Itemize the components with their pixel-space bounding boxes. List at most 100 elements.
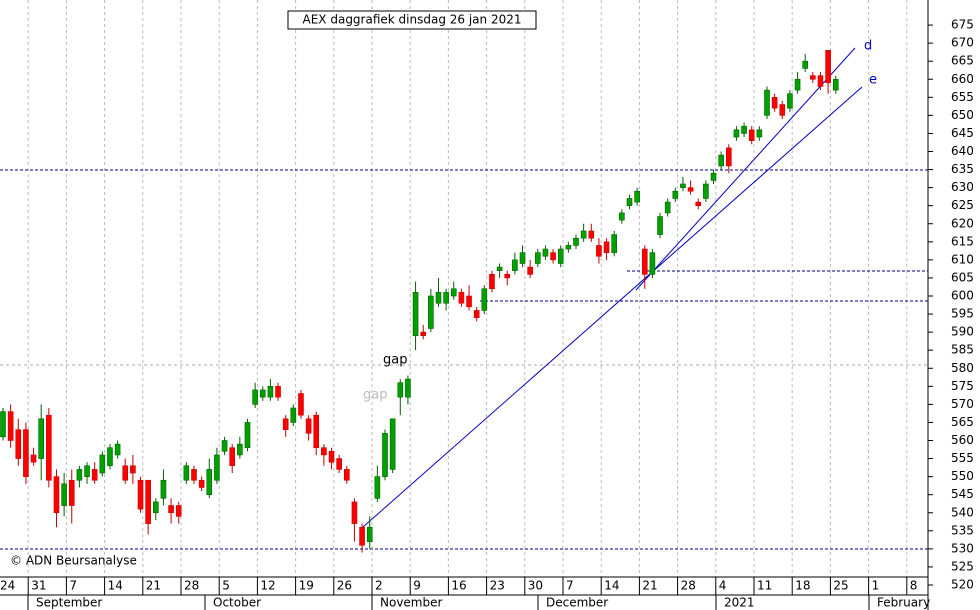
y-tick-label: 660: [951, 72, 974, 86]
x-tick-label: 30: [528, 579, 543, 593]
candle-body: [588, 230, 595, 239]
x-tick-label: 11: [757, 579, 772, 593]
annotation: gap: [383, 353, 407, 368]
candle-body: [519, 252, 526, 264]
candle-body: [573, 237, 579, 246]
y-tick-label: 655: [951, 90, 974, 104]
y-tick-label: 645: [951, 126, 974, 140]
y-tick-label: 550: [951, 469, 974, 483]
candle-body: [191, 469, 197, 481]
candle-body: [0, 411, 6, 438]
x-tick-label: 19: [299, 579, 314, 593]
candle-body: [183, 465, 190, 481]
y-tick-label: 530: [951, 541, 974, 555]
candle-body: [672, 190, 679, 199]
y-tick-label: 665: [951, 54, 974, 68]
candle-body: [168, 505, 174, 514]
candle-body: [832, 78, 839, 91]
candle-body: [175, 505, 182, 517]
y-tick-label: 560: [951, 433, 974, 447]
candle-body: [542, 248, 549, 257]
y-tick-label: 625: [951, 198, 974, 212]
candle-body: [389, 418, 396, 470]
candle-body: [244, 422, 251, 449]
candle-body: [275, 386, 281, 398]
candle-body: [748, 129, 755, 141]
x-tick-label: 1: [872, 579, 880, 593]
x-tick-label: 23: [490, 579, 505, 593]
candle-body: [412, 292, 419, 337]
candle-body: [99, 454, 106, 474]
candle-body: [252, 389, 258, 405]
candle-body: [428, 295, 434, 329]
y-tick-label: 620: [951, 216, 974, 230]
x-tick-label: 25: [833, 579, 848, 593]
copyright: © ADN Beursanalyse: [10, 554, 137, 568]
grid: [27, 0, 908, 577]
candle-body: [76, 469, 83, 481]
candle-body: [7, 411, 14, 441]
candle-body: [443, 292, 449, 304]
annotation: gap: [363, 388, 387, 403]
candle-body: [725, 147, 732, 167]
candle-body: [710, 172, 717, 181]
candle-body: [130, 465, 136, 474]
candle-body: [611, 234, 618, 253]
y-tick-label: 575: [951, 379, 974, 393]
x-tick-label: 5: [222, 579, 230, 593]
candle-body: [680, 183, 686, 188]
candle-body: [626, 198, 633, 206]
candle-body: [619, 212, 625, 221]
candle-body: [46, 414, 52, 481]
candle-body: [527, 266, 533, 275]
candle-body: [787, 93, 793, 109]
candle-body: [466, 295, 472, 308]
candle-body: [298, 393, 304, 416]
candle-body: [596, 245, 602, 257]
annotation: d: [864, 39, 872, 54]
month-label: December: [546, 596, 608, 610]
candle-body: [313, 414, 320, 449]
y-tick-label: 675: [951, 18, 974, 32]
candle-body: [771, 97, 778, 109]
candle-body: [534, 252, 541, 264]
candle-body: [259, 389, 266, 398]
y-tick-label: 545: [951, 487, 974, 501]
candle-body: [305, 418, 312, 434]
trend-line: [362, 86, 863, 528]
y-tick-label: 535: [951, 523, 974, 537]
candle-body: [550, 252, 556, 261]
y-tick-label: 635: [951, 162, 974, 176]
candle-body: [160, 479, 167, 499]
candle-body: [634, 190, 640, 203]
candle-body: [290, 407, 297, 423]
month-label: February: [877, 596, 930, 610]
title-box: [287, 10, 537, 30]
candle-body: [366, 526, 373, 542]
candle-body: [473, 310, 480, 318]
candle-body: [435, 292, 442, 304]
candle-body: [153, 501, 159, 514]
candle-body: [359, 526, 365, 546]
candle-body: [664, 201, 671, 214]
candle-body: [282, 418, 289, 430]
x-tick-label: 24: [0, 579, 15, 593]
axes: 5205255305355405455505555605655705755805…: [0, 18, 974, 610]
candle-body: [343, 469, 350, 481]
y-tick-label: 610: [951, 252, 974, 266]
candle-body: [328, 451, 335, 463]
candle-body: [206, 469, 213, 495]
x-tick-label: 21: [642, 579, 657, 593]
candle-body: [237, 443, 243, 456]
candle-body: [481, 288, 488, 311]
candle-body: [580, 230, 587, 239]
candle-body: [374, 476, 381, 499]
candle-body: [336, 458, 342, 470]
y-tick-label: 595: [951, 307, 974, 321]
candle-body: [496, 266, 503, 272]
candle-body: [703, 183, 709, 199]
candle-body: [53, 476, 60, 514]
x-tick-label: 21: [146, 579, 161, 593]
trend-line: [635, 47, 856, 291]
